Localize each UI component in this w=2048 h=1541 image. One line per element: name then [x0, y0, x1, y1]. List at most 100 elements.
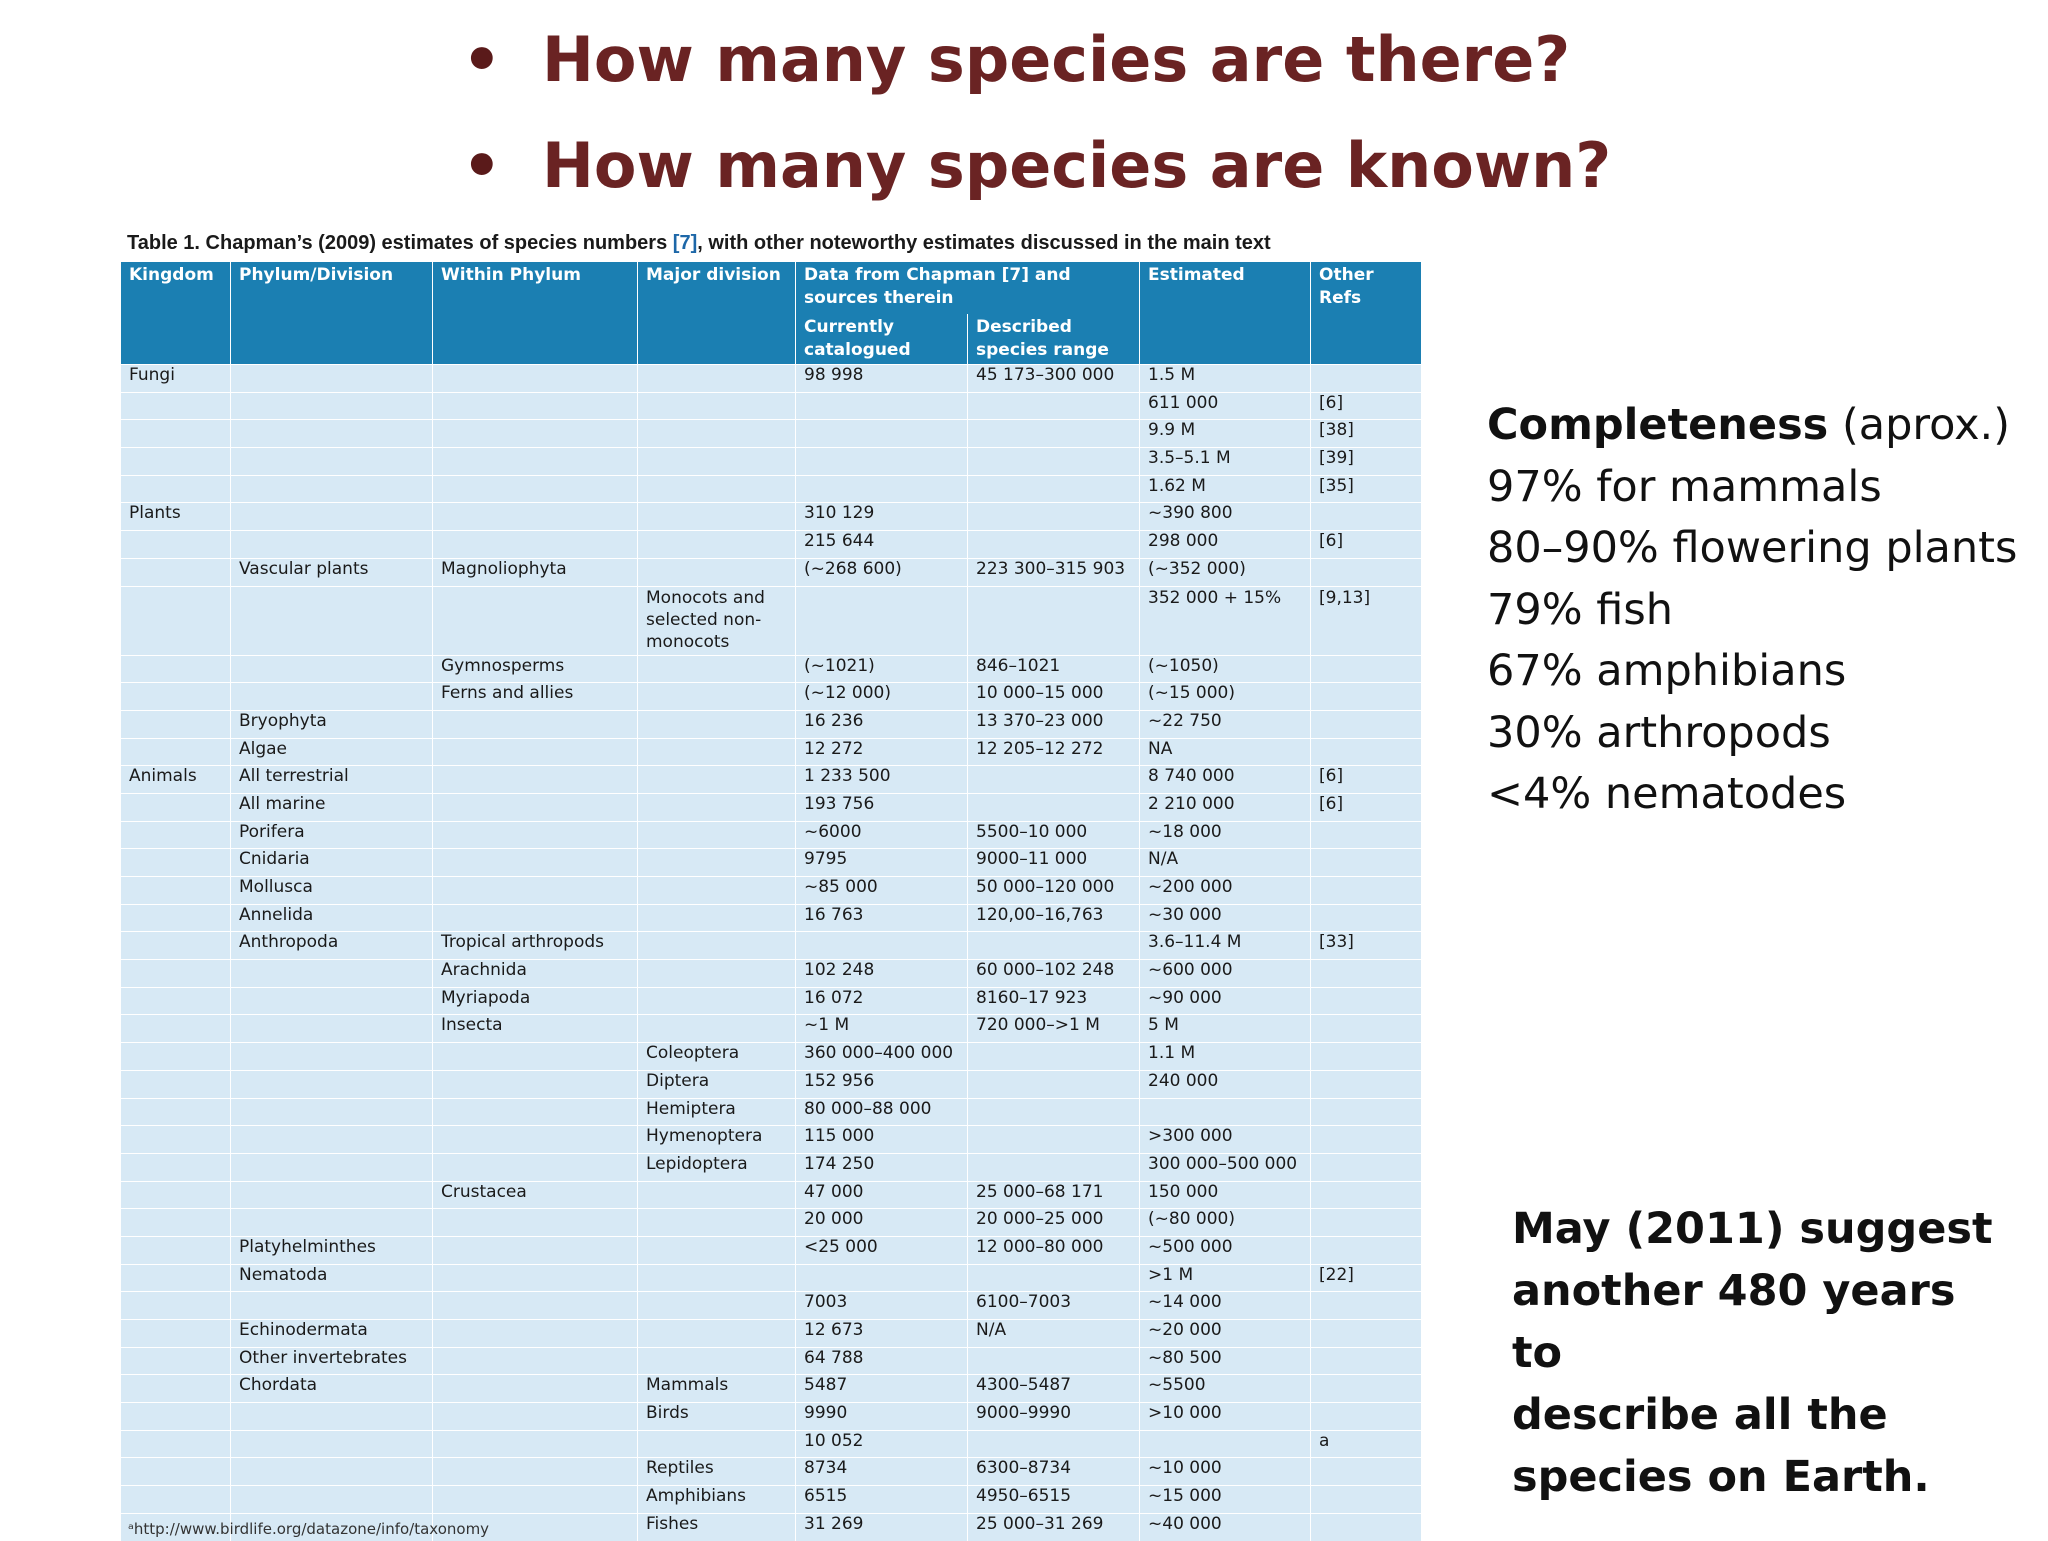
cell-phylum — [230, 1402, 433, 1431]
cell-described-range — [966, 1152, 1140, 1182]
table-row: All marine 193 756 2 210 000 [6] — [120, 792, 1421, 822]
cell-kingdom: Animals — [120, 765, 231, 794]
may-note-line: species on Earth. — [1512, 1452, 1930, 1502]
cell-major-division — [637, 959, 796, 988]
col-header-estimated: Estimated — [1139, 262, 1311, 365]
cell-currently-catalogued: 12 673 — [795, 1319, 968, 1348]
cell-within-phylum: Tropical arthropods — [432, 931, 638, 960]
cell-currently-catalogued: 10 052 — [795, 1429, 968, 1458]
cell-other-refs — [1310, 502, 1421, 531]
cell-major-division: Hemiptera — [637, 1097, 796, 1126]
cell-other-refs — [1310, 1097, 1421, 1126]
cell-estimated: (~15 000) — [1139, 682, 1311, 711]
cell-major-division — [637, 820, 796, 849]
cell-within-phylum — [432, 792, 638, 822]
question-2: • How many species are known? — [462, 116, 1611, 222]
cell-phylum — [230, 1485, 433, 1514]
cell-estimated: 298 000 — [1139, 530, 1311, 559]
cell-currently-catalogued: 215 644 — [795, 530, 968, 559]
cell-major-division — [637, 709, 796, 739]
cell-other-refs — [1310, 1152, 1421, 1182]
caption-prefix: Table 1. Chapman’s (2009) estimates of s… — [127, 232, 668, 254]
cell-estimated: ~10 000 — [1139, 1457, 1311, 1486]
cell-phylum — [230, 1125, 433, 1154]
cell-other-refs — [1310, 1512, 1421, 1541]
cell-phylum: Annelida — [230, 903, 433, 932]
cell-within-phylum — [432, 1208, 638, 1237]
cell-currently-catalogued: 310 129 — [795, 502, 968, 531]
cell-within-phylum — [432, 1485, 638, 1514]
cell-estimated: 352 000 + 15% — [1139, 585, 1311, 655]
table-row: 10 052 a — [120, 1429, 1421, 1458]
cell-major-division — [637, 682, 796, 711]
cell-within-phylum — [432, 1097, 638, 1126]
cell-described-range — [966, 1069, 1140, 1098]
cell-estimated: ~80 500 — [1139, 1346, 1311, 1375]
cell-kingdom — [120, 1346, 231, 1375]
cell-described-range — [966, 765, 1140, 794]
cell-major-division — [637, 557, 796, 586]
col-header-data-from: Data from Chapman [7] and sources therei… — [794, 262, 1140, 314]
cell-within-phylum — [432, 820, 638, 849]
cell-other-refs: [6] — [1310, 530, 1421, 559]
cell-currently-catalogued: 80 000–88 000 — [795, 1097, 968, 1126]
cell-currently-catalogued: (~1021) — [795, 654, 968, 683]
cell-within-phylum — [432, 1374, 638, 1403]
cell-currently-catalogued — [795, 391, 968, 420]
cell-estimated: 150 000 — [1139, 1180, 1311, 1209]
cell-described-range: 4300–5487 — [966, 1374, 1140, 1403]
cell-kingdom — [120, 931, 231, 960]
cell-described-range: 60 000–102 248 — [966, 959, 1140, 988]
cell-currently-catalogued: 98 998 — [795, 364, 968, 393]
cell-kingdom — [120, 557, 231, 586]
table-row: Cnidaria 9795 9000–11 000 N/A — [120, 848, 1421, 877]
cell-described-range — [966, 1429, 1140, 1458]
table-footnote[interactable]: ᵃhttp://www.birdlife.org/datazone/info/t… — [128, 1520, 490, 1538]
table-row: 3.5–5.1 M [39] — [120, 447, 1421, 476]
caption-ref-link[interactable]: [7] — [672, 232, 698, 254]
cell-described-range — [966, 792, 1140, 822]
cell-other-refs — [1310, 1485, 1421, 1514]
cell-within-phylum — [432, 1152, 638, 1182]
cell-within-phylum: Arachnida — [432, 959, 638, 988]
cell-kingdom — [120, 1042, 231, 1071]
question-list: • How many species are there? • How many s… — [462, 10, 1611, 222]
cell-currently-catalogued: (~268 600) — [795, 557, 968, 586]
may-note: May (2011) suggest another 480 years to … — [1512, 1198, 2012, 1508]
table-row: Plants 310 129 ~390 800 — [120, 502, 1421, 531]
cell-described-range: 223 300–315 903 — [966, 557, 1140, 586]
cell-within-phylum — [432, 1042, 638, 1071]
col-header-kingdom: Kingdom — [120, 262, 231, 365]
cell-currently-catalogued: 6515 — [795, 1485, 968, 1514]
cell-currently-catalogued — [795, 474, 968, 503]
cell-within-phylum — [432, 848, 638, 877]
cell-kingdom — [120, 848, 231, 877]
cell-within-phylum — [432, 1069, 638, 1098]
table-row: 7003 6100–7003 ~14 000 — [120, 1291, 1421, 1320]
cell-estimated: 9.9 M — [1139, 419, 1311, 448]
cell-phylum: Mollusca — [230, 876, 433, 905]
cell-estimated: ~500 000 — [1139, 1235, 1311, 1265]
cell-within-phylum — [432, 364, 638, 393]
cell-phylum: Other invertebrates — [230, 1346, 433, 1375]
cell-currently-catalogued: 9795 — [795, 848, 968, 877]
cell-currently-catalogued: 64 788 — [795, 1346, 968, 1375]
cell-phylum — [230, 1152, 433, 1182]
cell-phylum: All marine — [230, 792, 433, 822]
cell-described-range: 13 370–23 000 — [966, 709, 1140, 739]
cell-major-division — [637, 903, 796, 932]
cell-kingdom — [120, 1235, 231, 1265]
cell-phylum — [230, 1291, 433, 1320]
completeness-item: 97% for mammals — [1487, 461, 1882, 512]
cell-within-phylum — [432, 1346, 638, 1375]
cell-described-range: 25 000–31 269 — [966, 1512, 1140, 1541]
cell-major-division: Hymenoptera — [637, 1125, 796, 1154]
table-row: Annelida 16 763 120,00–16,763 ~30 000 — [120, 903, 1421, 932]
cell-other-refs — [1310, 903, 1421, 932]
cell-phylum: Algae — [230, 737, 433, 766]
cell-currently-catalogued: ~6000 — [795, 820, 968, 849]
table-row: 611 000 [6] — [120, 391, 1421, 420]
cell-kingdom — [120, 474, 231, 503]
cell-kingdom — [120, 1069, 231, 1098]
cell-phylum — [230, 502, 433, 531]
